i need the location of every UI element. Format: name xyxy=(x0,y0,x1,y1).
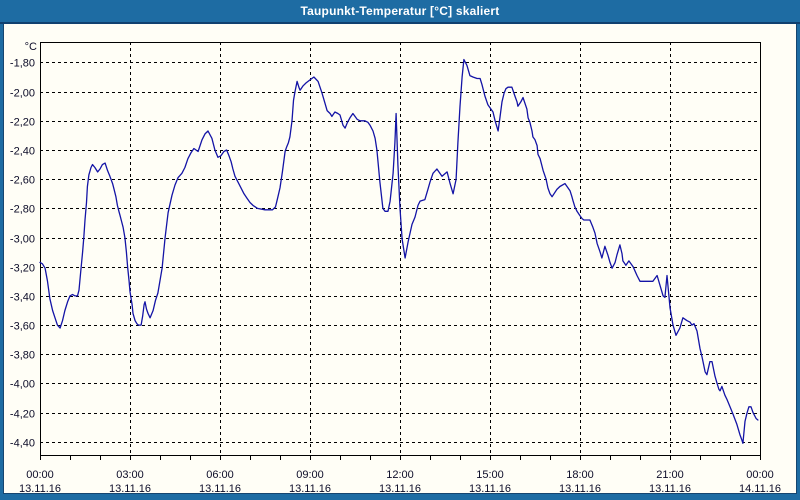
temperature-line xyxy=(39,58,759,444)
y-tick-label: -3,40 xyxy=(10,292,35,304)
x-tick-label-date: 13.11.16 xyxy=(289,483,331,495)
x-tick-label-time: 06:00 xyxy=(206,469,234,481)
y-tick-label: -2,60 xyxy=(10,175,35,187)
x-tick-label-date: 13.11.16 xyxy=(469,483,511,495)
x-tick-label-time: 09:00 xyxy=(296,469,324,481)
x-tick-label-time: 00:00 xyxy=(746,469,774,481)
y-tick-label: -3,20 xyxy=(10,263,35,275)
x-tick-label-date: 13.11.16 xyxy=(559,483,601,495)
window-titlebar: Taupunkt-Temperatur [°C] skaliert xyxy=(0,0,800,24)
y-tick-label: -1,80 xyxy=(10,58,35,70)
x-tick-label-date: 13.11.16 xyxy=(379,483,421,495)
x-tick-label-date: 13.11.16 xyxy=(19,483,61,495)
window-title: Taupunkt-Temperatur [°C] skaliert xyxy=(300,4,500,18)
y-tick-label: -2,00 xyxy=(10,88,35,100)
y-tick-label: -4,00 xyxy=(10,379,35,391)
x-tick-label-date: 14.11.16 xyxy=(739,483,781,495)
x-tick-label-date: 13.11.16 xyxy=(649,483,691,495)
x-tick-label-time: 03:00 xyxy=(116,469,144,481)
x-tick-label-date: 13.11.16 xyxy=(109,483,151,495)
y-tick-label: -4,20 xyxy=(10,409,35,421)
x-tick-label-time: 18:00 xyxy=(566,469,594,481)
x-tick-label-time: 12:00 xyxy=(386,469,414,481)
x-tick-label-date: 13.11.16 xyxy=(199,483,241,495)
y-tick-label: -2,40 xyxy=(10,146,35,158)
x-tick-label-time: 00:00 xyxy=(26,469,54,481)
y-tick-label: -4,40 xyxy=(10,438,35,450)
x-tick-label-time: 21:00 xyxy=(656,469,684,481)
y-tick-label: -3,60 xyxy=(10,321,35,333)
y-tick-label: -2,20 xyxy=(10,117,35,129)
y-tick-label: -2,80 xyxy=(10,204,35,216)
y-tick-label: -3,80 xyxy=(10,350,35,362)
x-tick-label-time: 15:00 xyxy=(476,469,504,481)
y-tick-label: -3,00 xyxy=(10,234,35,246)
plot-border xyxy=(40,42,761,456)
y-axis-unit-label: °C xyxy=(25,41,37,53)
